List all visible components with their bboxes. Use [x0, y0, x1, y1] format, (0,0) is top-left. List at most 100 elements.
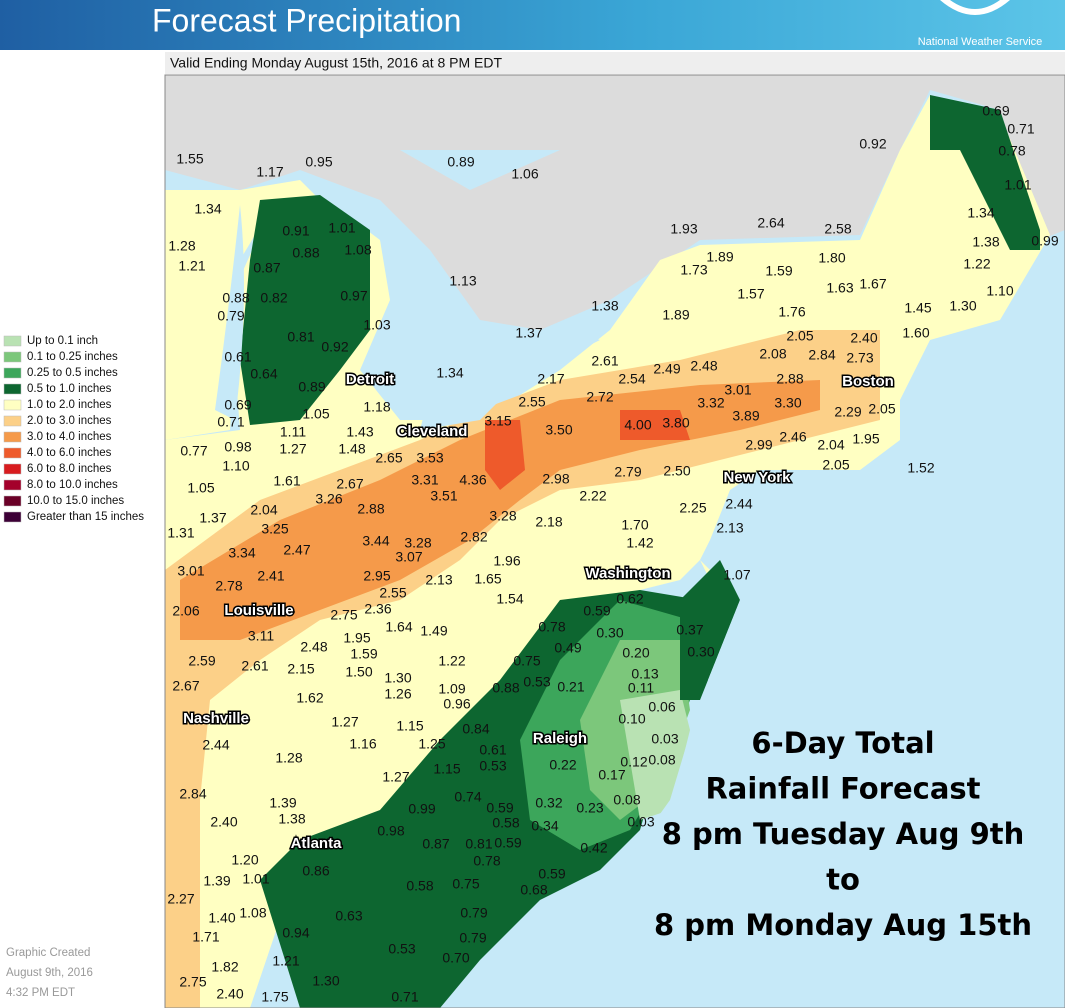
rainfall-amount: 1.15 — [433, 761, 460, 777]
rainfall-amount: 1.60 — [902, 325, 929, 341]
rainfall-amount: 0.62 — [616, 591, 643, 607]
rainfall-amount: 0.82 — [260, 290, 287, 306]
rainfall-amount: 3.32 — [697, 395, 724, 411]
legend-label: 6.0 to 8.0 inches — [27, 463, 112, 475]
legend-label: 0.1 to 0.25 inches — [27, 351, 118, 363]
rainfall-amount: 1.93 — [670, 221, 697, 237]
rainfall-amount: 0.30 — [687, 644, 714, 660]
rainfall-amount: 2.17 — [537, 371, 564, 387]
city-name: Atlanta — [291, 835, 342, 852]
logo — [940, 0, 1010, 15]
rainfall-amount: 1.03 — [363, 317, 390, 333]
rainfall-amount: 1.38 — [972, 234, 999, 250]
rainfall-amount: 0.23 — [576, 800, 603, 816]
rainfall-amount: 0.88 — [492, 680, 519, 696]
rainfall-amount: 0.30 — [596, 625, 623, 641]
rainfall-amount: 0.71 — [391, 989, 418, 1005]
rainfall-amount: 1.09 — [438, 681, 465, 697]
rainfall-amount: 0.92 — [321, 339, 348, 355]
legend-swatch — [3, 511, 22, 523]
rainfall-amount: 2.48 — [690, 358, 717, 374]
rainfall-amount: 1.28 — [275, 750, 302, 766]
annotation-line: 8 pm Tuesday Aug 9th — [662, 817, 1025, 851]
rainfall-amount: 0.92 — [859, 136, 886, 152]
city-name: Detroit — [346, 371, 394, 388]
rainfall-amount: 2.73 — [846, 350, 873, 366]
rainfall-amount: 0.75 — [513, 653, 540, 669]
rainfall-amount: 2.47 — [283, 542, 310, 558]
rainfall-amount: 0.49 — [554, 640, 581, 656]
rainfall-amount: 1.40 — [208, 910, 235, 926]
rainfall-amount: 1.20 — [231, 852, 258, 868]
rainfall-amount: 1.75 — [261, 989, 288, 1005]
rainfall-amount: 0.77 — [180, 443, 207, 459]
rainfall-amount: 2.44 — [725, 496, 752, 512]
rainfall-amount: 0.53 — [479, 758, 506, 774]
rainfall-amount: 0.61 — [479, 742, 506, 758]
city-name: Washington — [585, 565, 670, 582]
rainfall-amount: 0.97 — [340, 288, 367, 304]
rainfall-amount: 1.95 — [343, 630, 370, 646]
rainfall-amount: 0.03 — [651, 731, 678, 747]
rainfall-amount: 0.78 — [473, 853, 500, 869]
legend-label: 10.0 to 15.0 inches — [27, 495, 124, 507]
rainfall-amount: 0.87 — [422, 836, 449, 852]
rainfall-amount: 1.55 — [176, 151, 203, 167]
rainfall-amount: 1.22 — [438, 653, 465, 669]
rainfall-amount: 2.15 — [287, 661, 314, 677]
footer-line: 4:32 PM EDT — [6, 987, 75, 999]
rainfall-amount: 1.13 — [449, 273, 476, 289]
rainfall-amount: 2.05 — [868, 401, 895, 417]
rainfall-amount: 2.40 — [210, 814, 237, 830]
rainfall-amount: 0.12 — [620, 754, 647, 770]
rainfall-amount: 2.67 — [336, 476, 363, 492]
rainfall-amount: 2.44 — [202, 737, 229, 753]
rainfall-amount: 3.07 — [395, 549, 422, 565]
rainfall-amount: 1.21 — [178, 258, 205, 274]
annotation-line: Rainfall Forecast — [705, 772, 980, 806]
rainfall-amount: 1.27 — [279, 441, 306, 457]
legend: Up to 0.1 inch 0.1 to 0.25 inches 0.25 to … — [3, 335, 144, 523]
rainfall-amount: 0.79 — [217, 308, 244, 324]
rainfall-amount: 2.18 — [535, 514, 562, 530]
legend-swatch — [3, 495, 22, 507]
rainfall-amount: 0.94 — [282, 925, 309, 941]
rainfall-amount: 1.38 — [591, 298, 618, 314]
rainfall-amount: 1.71 — [192, 929, 219, 945]
city-name: Nashville — [183, 710, 249, 727]
city-name: Cleveland — [397, 423, 468, 440]
rainfall-amount: 1.57 — [737, 286, 764, 302]
rainfall-amount: 1.34 — [967, 205, 994, 221]
valid-bar — [165, 52, 1065, 74]
rainfall-amount: 2.04 — [250, 502, 277, 518]
rainfall-amount: 0.87 — [253, 260, 280, 276]
legend-swatch — [3, 335, 22, 347]
rainfall-amount: 0.96 — [443, 696, 470, 712]
rainfall-amount: 2.64 — [757, 215, 784, 231]
rainfall-amount: 0.59 — [486, 800, 513, 816]
rainfall-amount: 2.54 — [618, 371, 645, 387]
rainfall-amount: 1.49 — [420, 623, 447, 639]
rainfall-amount: 1.39 — [203, 873, 230, 889]
rainfall-amount: 2.27 — [167, 891, 194, 907]
rainfall-amount: 2.13 — [716, 520, 743, 536]
rainfall-amount: 1.45 — [904, 300, 931, 316]
rainfall-amount: 1.07 — [723, 567, 750, 583]
rainfall-amount: 1.30 — [384, 670, 411, 686]
rainfall-amount: 3.15 — [484, 413, 511, 429]
rainfall-amount: 0.53 — [388, 941, 415, 957]
rainfall-amount: 1.21 — [272, 953, 299, 969]
rainfall-amount: 1.08 — [239, 905, 266, 921]
rainfall-amount: 1.26 — [384, 686, 411, 702]
rainfall-amount: 1.16 — [349, 736, 376, 752]
rainfall-amount: 0.69 — [982, 103, 1009, 119]
rainfall-amount: 1.34 — [436, 365, 463, 381]
rainfall-amount: 4.00 — [624, 417, 651, 433]
rainfall-amount: 1.37 — [515, 325, 542, 341]
legend-swatch — [3, 367, 22, 379]
rainfall-amount: 2.06 — [172, 603, 199, 619]
rainfall-amount: 1.73 — [680, 262, 707, 278]
rainfall-amount: 0.11 — [628, 680, 654, 696]
city-name: Raleigh — [533, 730, 587, 747]
rainfall-amount: 2.05 — [786, 328, 813, 344]
